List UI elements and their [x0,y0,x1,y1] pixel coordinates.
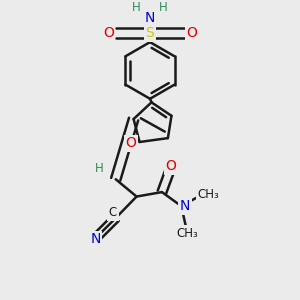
Text: CH₃: CH₃ [197,188,219,201]
Text: H: H [95,162,104,175]
Text: N: N [180,199,190,213]
Text: H: H [132,1,141,14]
Text: CH₃: CH₃ [176,227,198,240]
Text: O: O [165,159,176,173]
Text: N: N [90,232,100,247]
Text: S: S [146,26,154,40]
Text: H: H [159,1,168,14]
Text: N: N [145,11,155,25]
Text: O: O [125,136,136,151]
Text: O: O [103,26,114,40]
Text: O: O [186,26,197,40]
Text: C: C [109,206,117,219]
